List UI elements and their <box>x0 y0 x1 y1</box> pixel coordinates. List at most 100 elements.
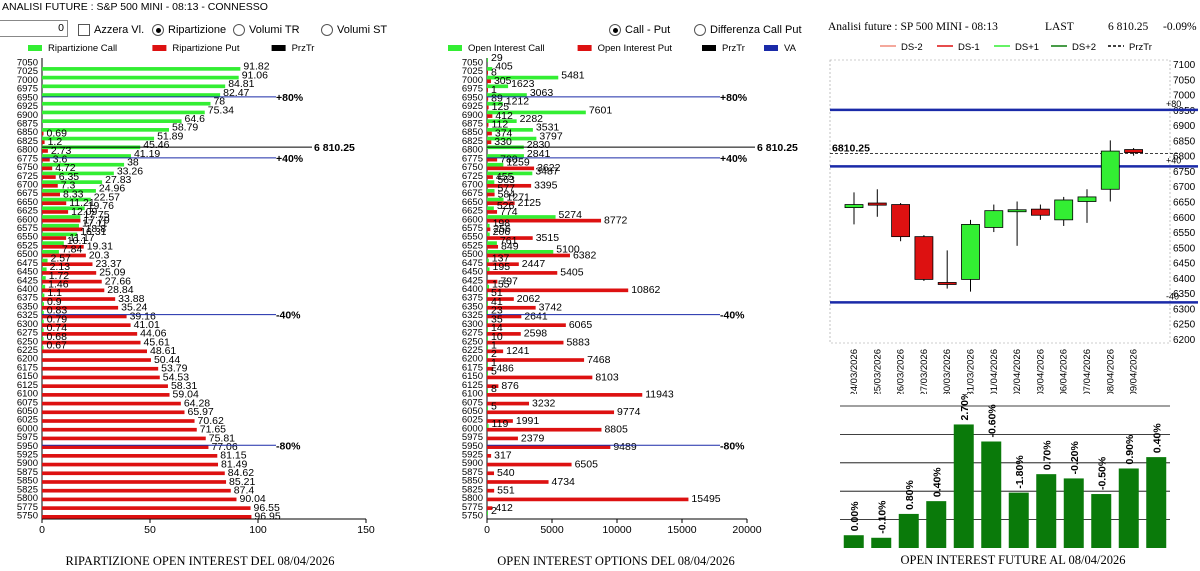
candle-body <box>937 282 957 285</box>
put-value-label: 2598 <box>524 328 548 340</box>
diff-call-put-radio[interactable]: Differenza Call Put <box>694 20 802 40</box>
put-value-label: 39.16 <box>130 310 156 322</box>
put-value-label: 455 <box>496 171 514 183</box>
strike-label: 5800 <box>462 493 483 504</box>
call-bar <box>42 276 46 280</box>
legend-label: PrzTr <box>292 43 315 54</box>
call-value-label: 1 <box>491 357 497 369</box>
put-value-label: 71.65 <box>200 424 226 436</box>
put-value-label: 87.4 <box>234 485 255 497</box>
strike-label: 6350 <box>462 301 483 312</box>
future-oi-bar <box>843 535 864 548</box>
ripartizione-radio-dot[interactable] <box>152 24 164 36</box>
call-bar <box>487 354 488 359</box>
call-bar <box>42 197 91 202</box>
put-bar <box>42 401 181 406</box>
candle-body <box>1124 149 1144 154</box>
call-bar <box>487 58 488 62</box>
put-bar <box>487 419 513 423</box>
volumi-st-radio-dot[interactable] <box>321 24 333 36</box>
y-tick-label: 6500 <box>1173 243 1196 254</box>
put-value-label: 75.81 <box>209 432 235 444</box>
call-bar <box>487 197 504 202</box>
put-value-label: 44.06 <box>140 328 166 340</box>
strike-label: 7050 <box>17 58 38 69</box>
strike-label: 6125 <box>462 380 483 391</box>
call-bar <box>42 232 78 237</box>
legend-label: PrzTr <box>1129 42 1152 53</box>
put-value-label: 35.24 <box>121 302 147 314</box>
put-value-label: 90.04 <box>239 493 265 505</box>
volumi-tr-radio[interactable]: Volumi TR <box>233 20 300 40</box>
azzera-check-box[interactable] <box>78 24 90 36</box>
volumi-st-radio[interactable]: Volumi ST <box>321 20 387 40</box>
legend-label: PrzTr <box>722 43 745 54</box>
put-bar <box>42 210 69 214</box>
put-bar <box>42 340 141 345</box>
azzera-checkbox[interactable]: Azzera Vl. <box>78 20 144 40</box>
future-oi-bar <box>871 537 892 548</box>
strike-label: 6300 <box>17 319 38 330</box>
strike-label: 6500 <box>17 249 38 260</box>
put-value-label: 412 <box>495 110 513 122</box>
strike-label: 6250 <box>17 336 38 347</box>
call-value-label: 84.81 <box>228 78 254 90</box>
strike-label: 6625 <box>17 206 38 217</box>
legend-label: Open Interest Put <box>598 43 673 54</box>
call-bar <box>487 67 493 71</box>
call-put-radio[interactable]: Call - Put <box>609 20 670 40</box>
future-oi-label: -0.20% <box>1069 440 1081 474</box>
put-bar <box>42 375 160 380</box>
put-bar <box>487 210 498 214</box>
put-bar <box>487 323 566 328</box>
strike-label: 6625 <box>462 206 483 217</box>
put-value-label: 584 <box>498 188 516 200</box>
call-value-label: 29 <box>491 52 503 64</box>
call-bar <box>487 110 586 115</box>
put-bar <box>487 88 488 92</box>
call-value-label: 17.11 <box>82 218 108 230</box>
strike-label: 6025 <box>462 415 483 426</box>
put-bar <box>487 105 489 110</box>
call-bar <box>487 511 488 515</box>
date-label: 06/04/2026 <box>1059 349 1070 394</box>
put-value-label: 6.35 <box>59 171 80 183</box>
call-value-label: 16.31 <box>80 226 106 238</box>
diff-call-put-radio-dot[interactable] <box>694 24 706 36</box>
x-tick-label: 10000 <box>602 524 631 536</box>
strike-label: 6150 <box>17 371 38 382</box>
candle-body <box>1100 150 1120 190</box>
call-put-radio-dot[interactable] <box>609 24 621 36</box>
future-oi-bar <box>953 424 974 548</box>
put-bar <box>487 262 519 267</box>
call-value-label: 137 <box>492 252 510 264</box>
ripartizione-radio[interactable]: Ripartizione <box>152 20 226 40</box>
put-value-label: 48.61 <box>150 345 176 357</box>
put-bar <box>487 140 492 145</box>
put-bar <box>487 349 504 354</box>
put-bar <box>42 183 58 188</box>
call-value-label: 91.82 <box>243 61 269 73</box>
percent-marker-label: -80% <box>276 440 301 452</box>
strike-label: 7025 <box>462 66 483 77</box>
strike-label: 6725 <box>462 171 483 182</box>
percent-marker-label: -40% <box>276 310 301 322</box>
y-tick-label: 6650 <box>1173 198 1196 209</box>
strike-label: 5925 <box>462 450 483 461</box>
call-value-label: 198 <box>493 218 511 230</box>
put-value-label: 876 <box>501 380 519 392</box>
put-value-label: 81.49 <box>221 458 247 470</box>
volumi-tr-radio-dot[interactable] <box>233 24 245 36</box>
value-spin-input[interactable]: 0 <box>0 20 68 37</box>
strike-label: 6575 <box>462 223 483 234</box>
future-oi-bar <box>1118 468 1139 548</box>
put-bar <box>487 488 495 493</box>
put-value-label: 96.55 <box>254 502 280 514</box>
put-value-label: 374 <box>495 127 513 139</box>
put-value-label: 59.04 <box>173 389 199 401</box>
future-oi-label: -0.50% <box>1096 456 1108 490</box>
call-bar <box>42 189 96 193</box>
put-bar <box>487 427 602 432</box>
call-bar <box>487 363 488 367</box>
y-tick-label: 6950 <box>1173 106 1196 117</box>
